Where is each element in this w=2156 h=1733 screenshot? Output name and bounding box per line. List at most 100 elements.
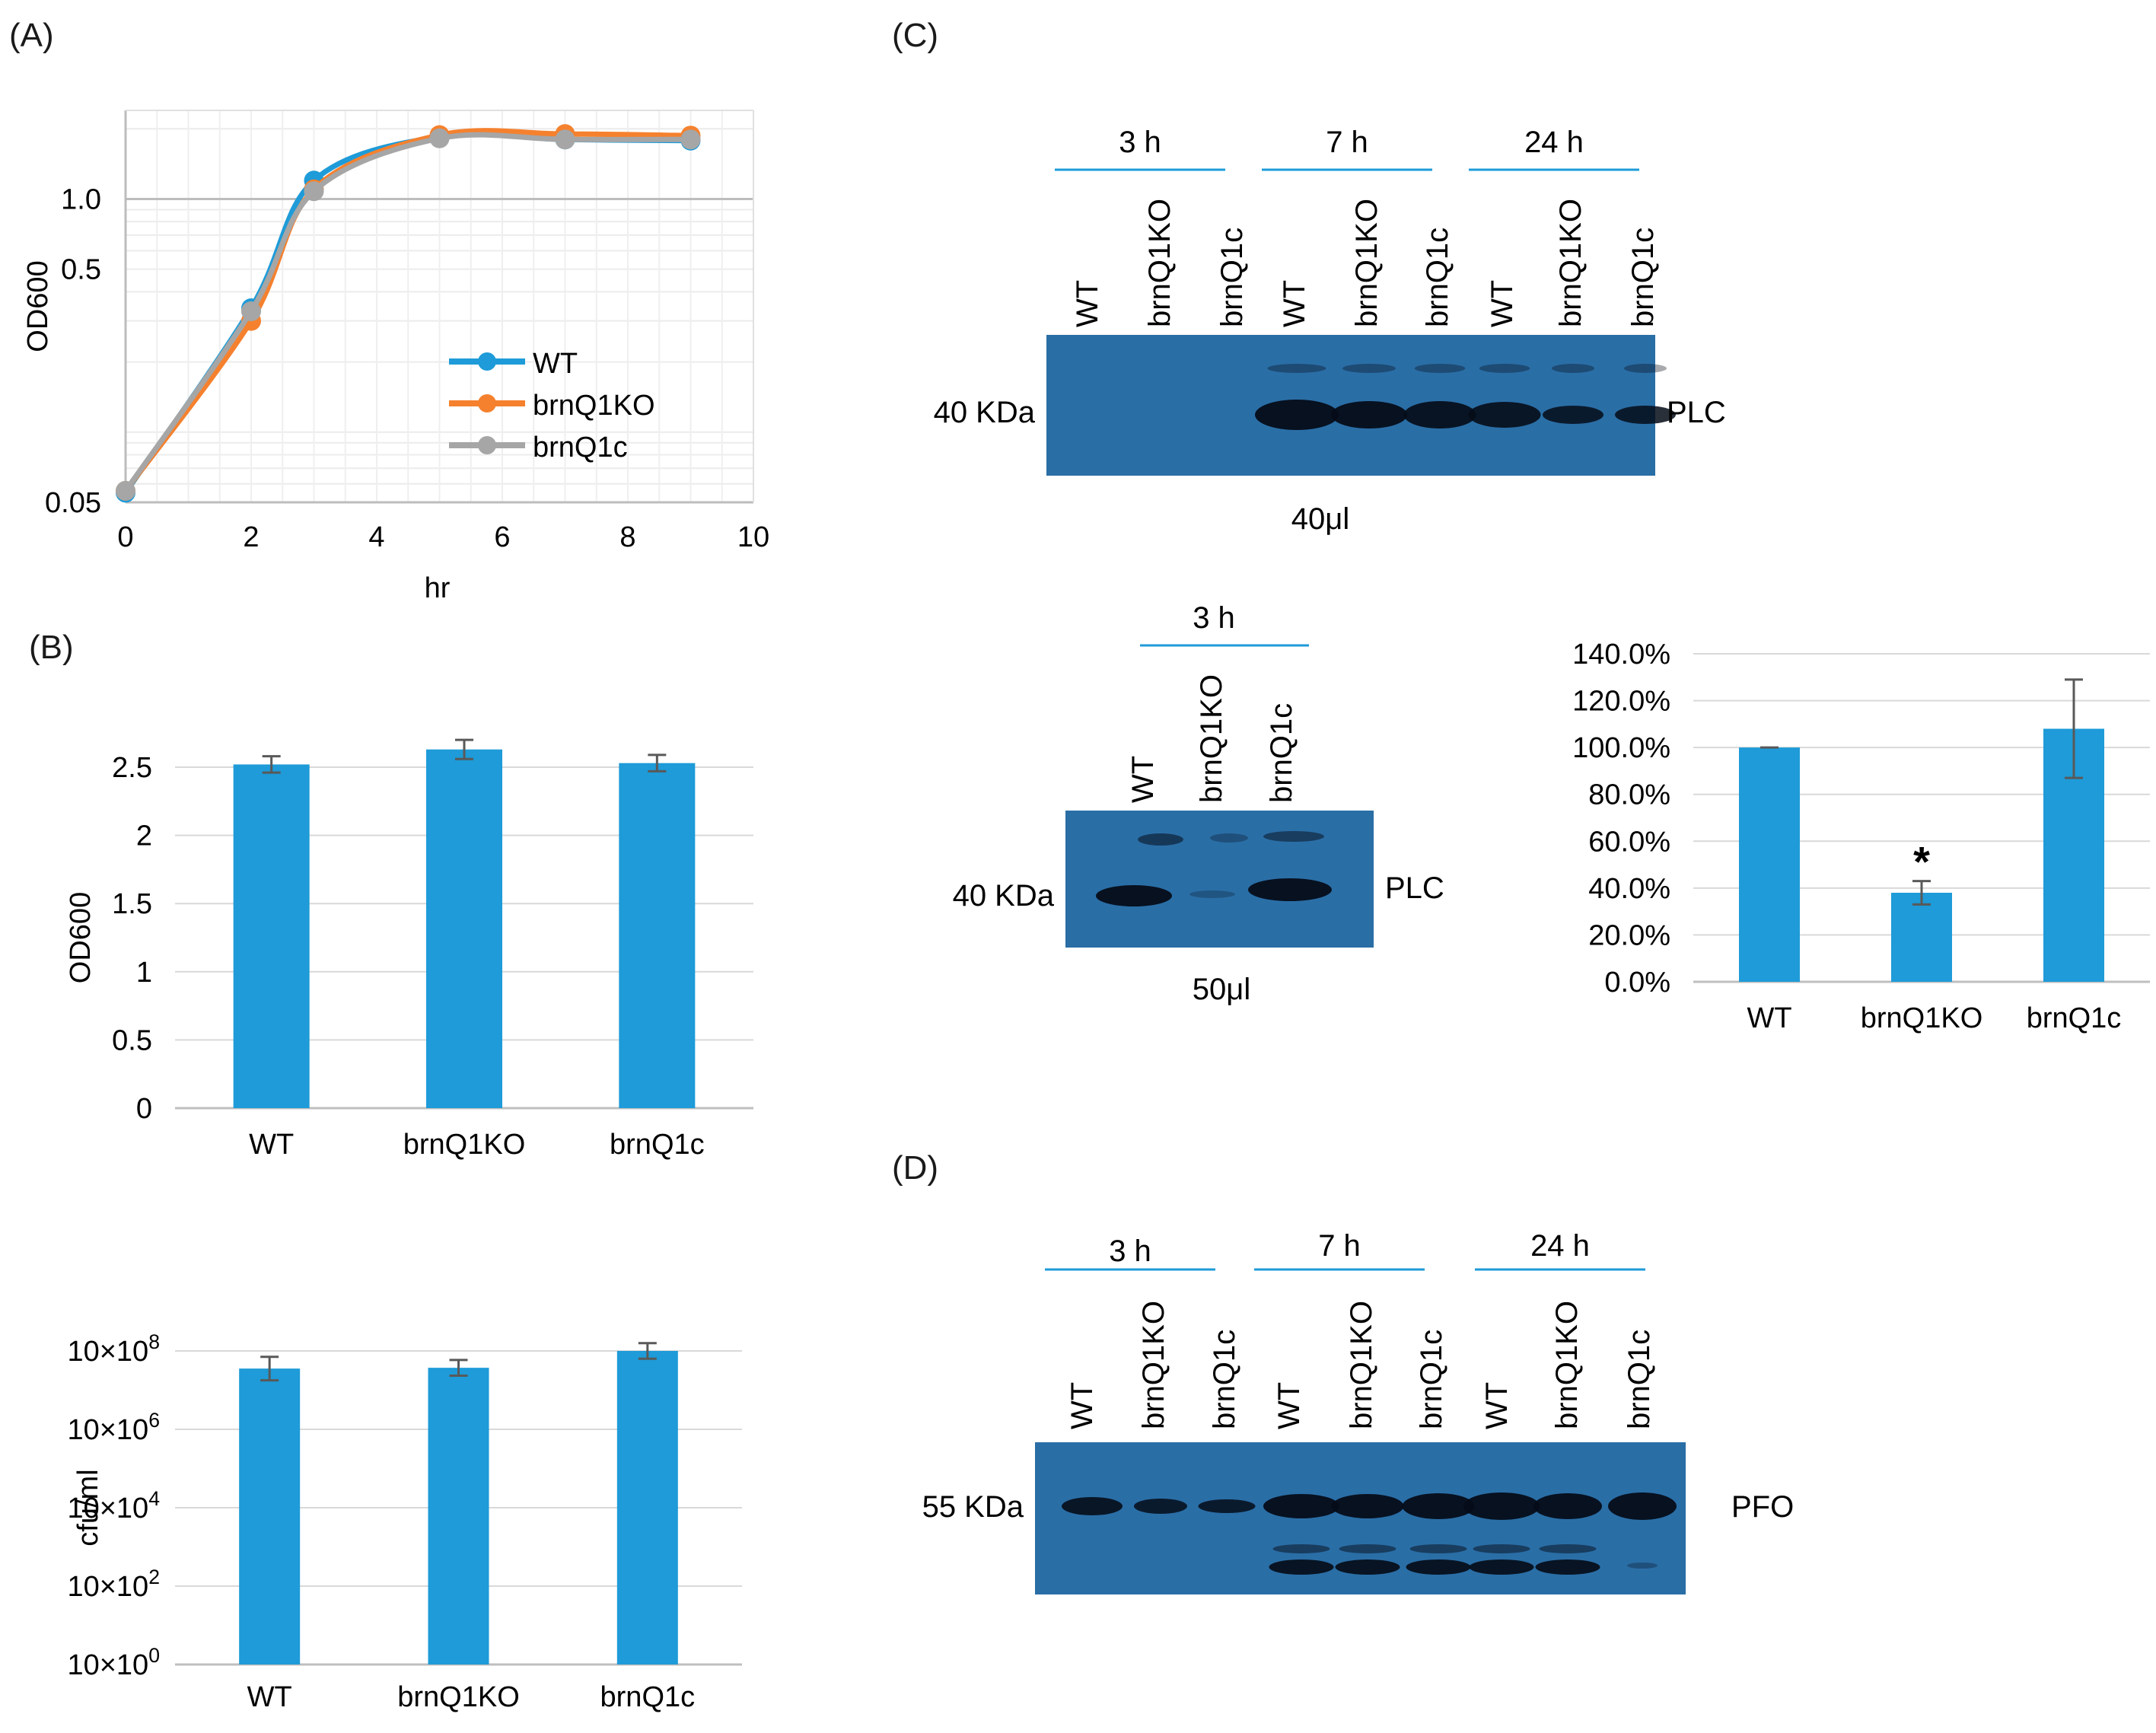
lane-label: brnQ1c: [1415, 1330, 1448, 1429]
protein-band: [1615, 406, 1676, 424]
protein-band: [1624, 364, 1667, 373]
protein-band: [1134, 1499, 1187, 1514]
legend-marker-wt: [478, 352, 496, 371]
lane-label: brnQ1c: [1623, 1330, 1656, 1429]
y-tick-label: 0.5: [112, 1024, 152, 1056]
tick-base: 10×10: [67, 1336, 148, 1368]
loading-volume: 50μl: [1193, 973, 1250, 1006]
protein-band: [1210, 833, 1248, 843]
protein-band: [1406, 1559, 1471, 1575]
bar-WT: [233, 764, 310, 1108]
x-category-label: brnQ1c: [600, 1681, 696, 1713]
x-category-label: brnQ1KO: [403, 1129, 526, 1161]
lane-label: WT: [1126, 756, 1160, 803]
protein-band: [1409, 1544, 1467, 1553]
protein-band: [1269, 1559, 1334, 1575]
protein-band: [1533, 1493, 1602, 1519]
bar-brnQ1KO: [426, 749, 502, 1108]
y-tick-label: 60.0%: [1588, 826, 1670, 858]
legend-label-wt: WT: [533, 348, 578, 380]
x-category-label: WT: [247, 1681, 292, 1713]
lane-label: WT: [1065, 1382, 1099, 1429]
y-tick-label: 1.5: [112, 888, 152, 920]
target-label: PFO: [1731, 1490, 1794, 1524]
lane-label: WT: [1486, 280, 1519, 327]
panel-label-c: (C): [892, 17, 939, 54]
y-tick-label: 40.0%: [1588, 873, 1670, 905]
bar-brnQ1c: [616, 1351, 678, 1665]
tick-exponent: 2: [148, 1566, 160, 1588]
lane-label: brnQ1KO: [1137, 1301, 1170, 1429]
series-point-brnQ1c: [555, 129, 575, 150]
significance-asterisk: *: [1913, 838, 1930, 886]
tick-base: 10×10: [67, 1571, 148, 1603]
plc-blot-time-course: 3 h 7 h 24 h WT brnQ1KO brnQ1c WT brnQ1KO brnQ1c…: [934, 126, 1726, 536]
protein-band: [1473, 1544, 1530, 1553]
y-tick-label: 140.0%: [1572, 639, 1670, 671]
protein-band: [1189, 890, 1235, 898]
protein-band: [1339, 1544, 1396, 1553]
panel-label-b: (B): [29, 629, 74, 666]
plc-quant-plot: 0.0% 20.0% 40.0% 60.0% 80.0% 100.0% 120.0% 140.…: [1572, 639, 2150, 1034]
y-tick-label: 1: [136, 957, 152, 989]
y-tick-label: 10×104: [67, 1487, 160, 1524]
series-point-brnQ1c: [304, 181, 324, 202]
lane-label: brnQ1c: [1215, 228, 1249, 327]
series-point-brnQ1c: [429, 128, 450, 148]
legend-marker-ko: [478, 394, 496, 413]
x-tick-label: 4: [368, 521, 384, 553]
plc-blot-3h: 3 h WT brnQ1KO brnQ1c 40 KDa PLC 50μl: [953, 601, 1444, 1006]
time-label: 3 h: [1109, 1234, 1151, 1268]
time-label: 3 h: [1193, 601, 1235, 635]
lane-label: brnQ1KO: [1195, 674, 1228, 803]
protein-band: [1552, 364, 1594, 373]
blot-membrane: [1065, 811, 1374, 948]
protein-band: [1263, 1494, 1339, 1518]
tick-base: 10×10: [67, 1649, 148, 1681]
lane-label: brnQ1KO: [1550, 1301, 1584, 1429]
tick-exponent: 8: [148, 1330, 160, 1353]
series-point-brnQ1c: [241, 301, 261, 321]
protein-band: [1627, 1563, 1658, 1569]
legend-label-comp: brnQ1c: [533, 432, 628, 464]
x-category-label: brnQ1KO: [1861, 1002, 1983, 1034]
target-label: PLC: [1385, 871, 1444, 905]
protein-band: [1543, 406, 1603, 424]
protein-band: [1403, 401, 1476, 428]
od600-bar-plot: 0 0.5 1 1.5 2 2.5 WT brnQ1KO brnQ1c OD600: [65, 738, 753, 1161]
protein-band: [1267, 364, 1326, 373]
protein-band: [1138, 833, 1183, 846]
pfo-blot-content: 3 h 7 h 24 h WT brnQ1KO brnQ1c WT brnQ1KO brnQ1c…: [922, 1229, 1794, 1594]
y-tick-label: 1.0: [61, 183, 101, 215]
tick-base: 10×10: [67, 1492, 148, 1524]
protein-band: [1062, 1497, 1123, 1515]
protein-band: [1198, 1499, 1256, 1513]
tick-exponent: 0: [148, 1644, 160, 1667]
time-label: 7 h: [1326, 126, 1368, 159]
plc-blot-time-course-content: 3 h 7 h 24 h WT brnQ1KO brnQ1c WT brnQ1KO brnQ1c…: [934, 126, 1726, 536]
bar-WT: [239, 1368, 301, 1665]
series-point-brnQ1c: [680, 129, 701, 150]
lane-label: brnQ1c: [1208, 1330, 1241, 1429]
panel-label-a: (A): [9, 17, 54, 54]
series-point-brnQ1c: [116, 480, 135, 501]
protein-band: [1463, 1492, 1540, 1520]
y-tick-label: 0.5: [61, 254, 101, 286]
x-category-label: brnQ1KO: [397, 1681, 520, 1713]
protein-band: [1248, 878, 1332, 901]
growth-curve-plot: 0 2 4 6 8 10 1.0 0.5 0.05 hr OD600: [22, 110, 769, 604]
protein-band: [1414, 364, 1466, 373]
tick-base: 10×10: [67, 1414, 148, 1446]
legend-label-ko: brnQ1KO: [533, 390, 655, 422]
tick-exponent: 6: [148, 1409, 160, 1432]
bar-WT: [1739, 747, 1800, 982]
x-category-label: brnQ1c: [610, 1129, 705, 1161]
protein-band: [1331, 1494, 1404, 1518]
panel-label-d: (D): [892, 1149, 939, 1187]
y-tick-label: 80.0%: [1588, 779, 1670, 811]
lane-label: brnQ1KO: [1350, 199, 1384, 327]
y-tick-label: 100.0%: [1572, 732, 1670, 764]
protein-band: [1263, 831, 1324, 842]
lane-label: WT: [1071, 280, 1104, 327]
